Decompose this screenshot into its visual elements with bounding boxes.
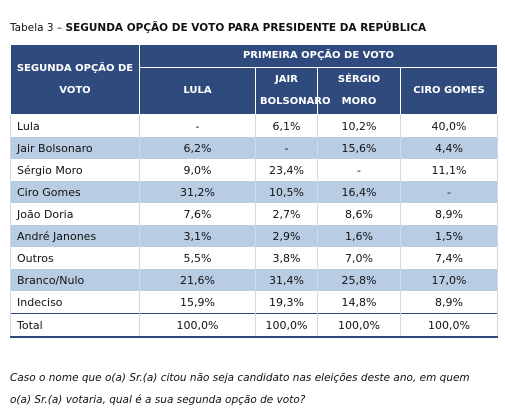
cell: 3,1% (139, 225, 256, 247)
table-row: Jair Bolsonaro 6,2% -15,6% 4,4% (10, 137, 499, 159)
cell: 2,9% (255, 225, 318, 247)
table-row: André Janones 3,1% 2,9% 1,6% 1,5% (10, 225, 499, 247)
cell: - (399, 181, 499, 203)
table-row: Indeciso 15,9% 19,3% 14,8% 8,9% (10, 291, 499, 314)
cell: 9,0% (139, 159, 256, 181)
table-row: Branco/Nulo 21,6% 31,4% 25,8% 17,0% (10, 269, 499, 291)
column-header: SÉRGIO MORO (317, 67, 401, 115)
cell: 8,6% (317, 203, 401, 225)
group-header: PRIMEIRA OPÇÃO DE VOTO (138, 44, 499, 68)
table-row: Total 100,0% 100,0% 100,0% 100,0% (10, 313, 499, 338)
title-prefix: Tabela 3 – (10, 22, 63, 34)
cell: 100,0% (317, 313, 401, 338)
cell: 4,4% (399, 137, 499, 159)
row-header: SEGUNDA OPÇÃO DE VOTO (10, 44, 140, 115)
column-header: LULA (139, 67, 256, 115)
table-row: Outros 5,5% 3,8% 7,0% 7,4% (10, 247, 499, 269)
cell: 6,1% (255, 114, 318, 137)
cell: 100,0% (255, 313, 318, 338)
cell: 3,8% (255, 247, 318, 269)
cell: 1,5% (399, 225, 499, 247)
row-label: Indeciso (10, 291, 140, 314)
cell: 14,8% (317, 291, 401, 314)
table-row: Ciro Gomes 31,2% 10,5% 16,4% - (10, 181, 499, 203)
cell: 8,9% (399, 291, 499, 314)
title-text: SEGUNDA OPÇÃO DE VOTO PARA PRESIDENTE DA… (65, 22, 427, 34)
row-label: Lula (10, 114, 140, 137)
row-label: João Doria (10, 203, 140, 225)
row-label: Total (10, 313, 140, 338)
cell: - (255, 137, 318, 159)
cell: 10,2% (317, 114, 401, 137)
cell: 40,0% (399, 114, 499, 137)
table: SEGUNDA OPÇÃO DE VOTO PRIMEIRA OPÇÃO DE … (10, 44, 499, 338)
footnote: Caso o nome que o(a) Sr.(a) citou não se… (10, 372, 470, 406)
row-label: Jair Bolsonaro (10, 137, 140, 159)
cell: - (139, 114, 256, 137)
cell: 15,6% (317, 137, 401, 159)
cell: 19,3% (255, 291, 318, 314)
column-header: CIRO GOMES (399, 67, 499, 115)
cell: 7,0% (317, 247, 401, 269)
cell: 21,6% (139, 269, 256, 291)
table-row: Sérgio Moro 9,0% 23,4% -11,1% (10, 159, 499, 181)
cell: 2,7% (255, 203, 318, 225)
cell: 6,2% (139, 137, 256, 159)
title: Tabela 3 – SEGUNDA OPÇÃO DE VOTO PARA PR… (10, 22, 426, 34)
cell: 25,8% (317, 269, 401, 291)
cell: 8,9% (399, 203, 499, 225)
cell: 100,0% (399, 313, 499, 338)
cell: 1,6% (317, 225, 401, 247)
cell: 17,0% (399, 269, 499, 291)
table-body: Lula -6,1% 10,2% 40,0% Jair Bolsonaro 6,2% -15… (10, 114, 499, 338)
cell: 5,5% (139, 247, 256, 269)
cell: 23,4% (255, 159, 318, 181)
cell: 7,4% (399, 247, 499, 269)
cell: 31,4% (255, 269, 318, 291)
cell: 31,2% (139, 181, 256, 203)
table-row: Lula -6,1% 10,2% 40,0% (10, 114, 499, 137)
column-headers: LULA JAIR BOLSONARO SÉRGIO MORO CIRO GOMES (11, 67, 499, 115)
column-header: JAIR BOLSONARO (255, 67, 331, 115)
row-label: Outros (10, 247, 140, 269)
row-label: Ciro Gomes (10, 181, 140, 203)
table-row: João Doria 7,6% 2,7% 8,6% 8,9% (10, 203, 499, 225)
row-label: Branco/Nulo (10, 269, 140, 291)
cell: 100,0% (139, 313, 256, 338)
row-label: Sérgio Moro (10, 159, 140, 181)
cell: - (317, 159, 401, 181)
cell: 15,9% (139, 291, 256, 314)
cell: 16,4% (317, 181, 401, 203)
row-label: André Janones (10, 225, 140, 247)
cell: 11,1% (399, 159, 499, 181)
cell: 10,5% (255, 181, 318, 203)
cell: 7,6% (139, 203, 256, 225)
